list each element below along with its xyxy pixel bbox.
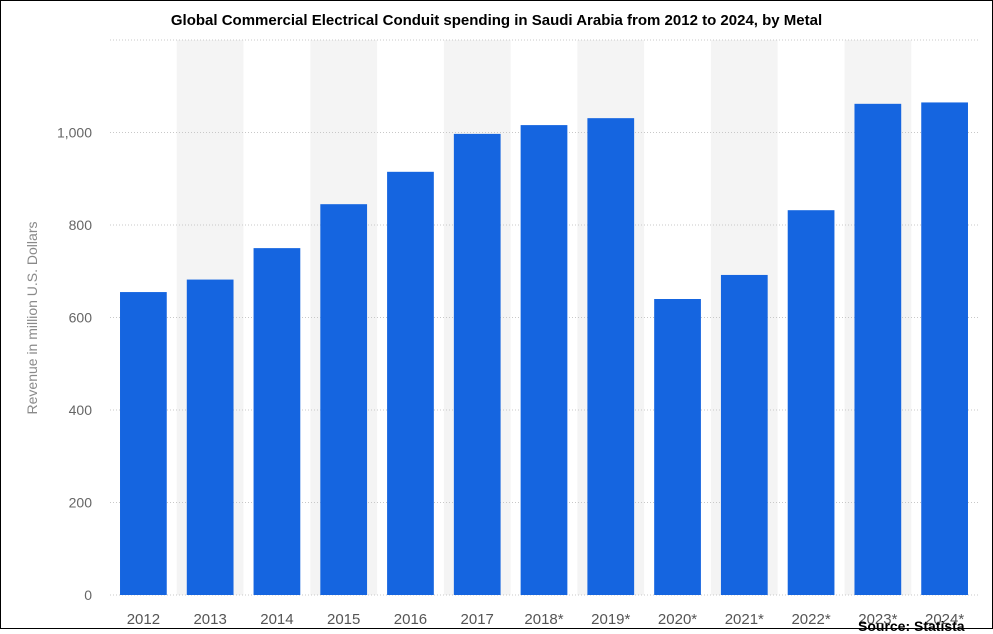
y-tick-labels: 0 200 400 600 800 1,000 [57, 125, 92, 604]
bar [854, 103, 902, 595]
bar [921, 102, 968, 595]
x-tick-label: 2020* [658, 611, 697, 628]
x-tick-label: 2022* [791, 611, 830, 628]
source-note: Source: Statista [858, 618, 965, 634]
bars [120, 102, 968, 595]
y-tick-label: 200 [69, 495, 93, 511]
x-tick-label: 2023* [858, 611, 897, 628]
bar [387, 171, 434, 595]
bar [587, 118, 635, 595]
x-tick-label: 2018* [524, 611, 563, 628]
x-tick-label: 2013 [193, 611, 226, 628]
bar [253, 248, 301, 595]
bar [787, 210, 835, 595]
bar [186, 279, 234, 595]
bar [320, 204, 368, 595]
y-tick-label: 400 [69, 402, 93, 418]
x-tick-label: 2016 [394, 611, 427, 628]
x-tick-label: 2021* [725, 611, 764, 628]
x-tick-label: 2024* [925, 611, 964, 628]
y-tick-label: 800 [69, 217, 93, 233]
chart-title: Global Commercial Electrical Conduit spe… [170, 12, 823, 29]
y-tick-label: 600 [69, 310, 93, 326]
bar [654, 299, 701, 595]
x-tick-label: 2012 [127, 611, 160, 628]
x-tick-labels: 2012 2013 2014 2015 2016 2017 2018* 2019* 2020* 2… [127, 611, 965, 628]
x-tick-label: 2015 [327, 611, 360, 628]
y-tick-label: 0 [84, 587, 92, 603]
bar [720, 274, 768, 595]
bar [520, 125, 568, 595]
bar [120, 292, 167, 595]
y-tick-label: 1,000 [57, 125, 92, 141]
x-tick-label: 2014 [260, 611, 293, 628]
x-tick-label: 2019* [591, 611, 630, 628]
bar [453, 133, 501, 595]
x-tick-label: 2017 [461, 611, 494, 628]
